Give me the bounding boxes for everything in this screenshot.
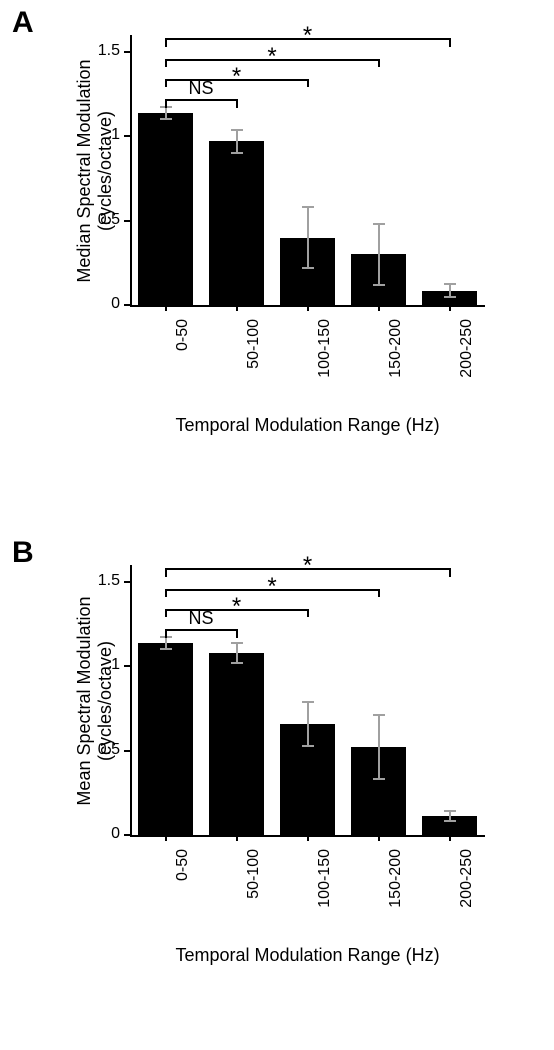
- y-tick: [124, 51, 130, 53]
- x-tick-label: 100-150: [316, 319, 334, 409]
- sig-bracket: [166, 629, 237, 631]
- sig-bracket-drop: [165, 568, 167, 576]
- sig-bracket-drop: [165, 38, 167, 46]
- sig-label: NS: [181, 609, 221, 627]
- sig-label: *: [252, 575, 292, 599]
- errorbar: [307, 207, 309, 268]
- errorbar-cap: [160, 118, 172, 120]
- y-tick: [124, 834, 130, 836]
- sig-label: *: [252, 45, 292, 69]
- sig-bracket-drop: [307, 79, 309, 87]
- x-tick-label: 50-100: [245, 849, 263, 939]
- bar: [138, 113, 193, 305]
- errorbar-cap: [373, 778, 385, 780]
- sig-label: *: [217, 65, 257, 89]
- sig-bracket-drop: [165, 589, 167, 597]
- errorbar-cap: [373, 284, 385, 286]
- errorbar-cap: [231, 642, 243, 644]
- x-tick-label: 200-250: [458, 849, 476, 939]
- sig-bracket: [166, 99, 237, 101]
- errorbar: [449, 284, 451, 298]
- errorbar-cap: [373, 223, 385, 225]
- sig-label: *: [288, 24, 328, 48]
- errorbar-cap: [444, 820, 456, 822]
- y-tick: [124, 665, 130, 667]
- x-tick-label: 0-50: [174, 319, 192, 409]
- x-tick: [378, 305, 380, 311]
- sig-bracket-drop: [378, 59, 380, 67]
- y-tick: [124, 581, 130, 583]
- errorbar: [378, 715, 380, 779]
- errorbar-cap: [444, 810, 456, 812]
- panel-label-A: A: [12, 6, 34, 40]
- x-tick: [307, 835, 309, 841]
- sig-label: NS: [181, 79, 221, 97]
- errorbar: [378, 224, 380, 285]
- sig-bracket-drop: [236, 99, 238, 107]
- sig-bracket-drop: [378, 589, 380, 597]
- sig-bracket-drop: [165, 99, 167, 107]
- x-tick: [449, 305, 451, 311]
- errorbar-cap: [373, 714, 385, 716]
- x-tick: [378, 835, 380, 841]
- errorbar-cap: [231, 662, 243, 664]
- x-tick: [165, 835, 167, 841]
- x-axis-label: Temporal Modulation Range (Hz): [130, 415, 485, 436]
- x-tick-label: 150-200: [387, 319, 405, 409]
- panel-label-B: B: [12, 536, 34, 570]
- y-axis-label: Median Spectral Modulation (cycles/octav…: [74, 36, 116, 306]
- errorbar-cap: [444, 283, 456, 285]
- errorbar-cap: [302, 206, 314, 208]
- sig-label: *: [217, 595, 257, 619]
- sig-bracket-drop: [449, 568, 451, 576]
- y-tick: [124, 135, 130, 137]
- errorbar-cap: [302, 267, 314, 269]
- y-axis: [130, 565, 132, 835]
- sig-label: *: [288, 554, 328, 578]
- bar: [138, 643, 193, 835]
- sig-bracket-drop: [236, 629, 238, 637]
- errorbar-cap: [231, 152, 243, 154]
- sig-bracket-drop: [165, 79, 167, 87]
- x-tick-label: 200-250: [458, 319, 476, 409]
- y-tick: [124, 304, 130, 306]
- x-tick: [449, 835, 451, 841]
- errorbar-cap: [444, 296, 456, 298]
- panel-B: B00.511.50-5050-100100-150150-200200-250…: [0, 530, 554, 1050]
- errorbar: [236, 643, 238, 663]
- x-tick-label: 50-100: [245, 319, 263, 409]
- errorbar-cap: [231, 129, 243, 131]
- bar: [209, 141, 264, 305]
- sig-bracket-drop: [165, 609, 167, 617]
- y-tick: [124, 220, 130, 222]
- x-axis-label: Temporal Modulation Range (Hz): [130, 945, 485, 966]
- sig-bracket-drop: [165, 59, 167, 67]
- errorbar: [236, 130, 238, 154]
- y-axis: [130, 35, 132, 305]
- sig-bracket-drop: [165, 629, 167, 637]
- errorbar-cap: [302, 745, 314, 747]
- sig-bracket-drop: [449, 38, 451, 46]
- x-tick: [236, 835, 238, 841]
- sig-bracket-drop: [307, 609, 309, 617]
- y-axis-label: Mean Spectral Modulation (cycles/octave): [74, 566, 116, 836]
- x-tick: [165, 305, 167, 311]
- panel-A: A00.511.50-5050-100100-150150-200200-250…: [0, 0, 554, 530]
- errorbar: [307, 702, 309, 746]
- x-tick: [236, 305, 238, 311]
- errorbar-cap: [160, 648, 172, 650]
- x-tick-label: 150-200: [387, 849, 405, 939]
- bar: [209, 653, 264, 835]
- errorbar-cap: [302, 701, 314, 703]
- figure-page: A00.511.50-5050-100100-150150-200200-250…: [0, 0, 554, 1050]
- x-tick-label: 100-150: [316, 849, 334, 939]
- x-tick-label: 0-50: [174, 849, 192, 939]
- y-tick: [124, 750, 130, 752]
- x-tick: [307, 305, 309, 311]
